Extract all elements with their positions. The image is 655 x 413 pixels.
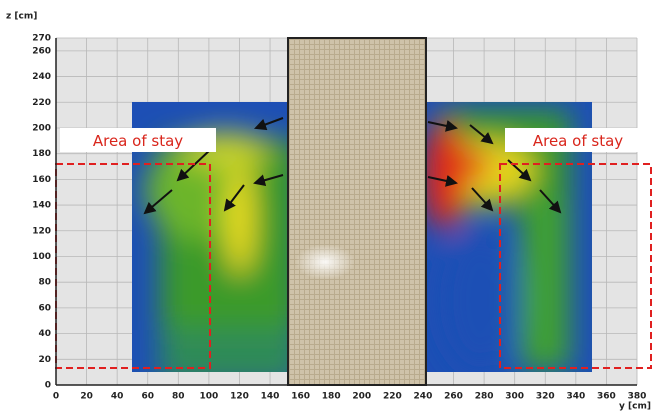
x-axis-label: y [cm] (619, 402, 651, 412)
x-tick-label: 20 (80, 392, 93, 402)
annotation: Area of stay (93, 132, 183, 150)
x-tick-label: 180 (322, 392, 341, 402)
y-tick-label: 180 (32, 149, 51, 159)
y-axis-label: z [cm] (6, 12, 37, 22)
x-tick-label: 160 (291, 392, 310, 402)
x-tick-label: 300 (505, 392, 524, 402)
y-tick-label: 100 (32, 252, 51, 262)
x-tick-label: 340 (566, 392, 585, 402)
y-tick-label: 80 (38, 278, 51, 288)
x-tick-label: 380 (628, 392, 647, 402)
x-tick-label: 120 (230, 392, 249, 402)
y-tick-label: 120 (32, 226, 51, 236)
x-tick-label: 80 (172, 392, 185, 402)
y-tick-label: 160 (32, 175, 51, 185)
x-tick-label: 220 (383, 392, 402, 402)
x-tick-label: 320 (536, 392, 555, 402)
x-tick-label: 0 (53, 392, 59, 402)
y-tick-label: 240 (32, 72, 51, 82)
area-of-stay-left (55, 163, 211, 369)
x-tick-label: 60 (141, 392, 154, 402)
y-tick-label: 140 (32, 201, 51, 211)
panel-glare (295, 244, 355, 280)
y-tick-label: 20 (38, 355, 51, 365)
x-tick-label: 260 (444, 392, 463, 402)
area-of-stay-right (499, 163, 652, 369)
y-tick-label: 260 (32, 46, 51, 56)
y-tick-label: 200 (32, 123, 51, 133)
label-box (60, 128, 216, 152)
x-tick-label: 240 (414, 392, 433, 402)
annotation: Area of stay (533, 132, 623, 150)
x-tick-label: 200 (352, 392, 371, 402)
y-tick-label: 270 (32, 34, 51, 44)
y-tick-label: 40 (38, 329, 51, 339)
x-tick-label: 100 (199, 392, 218, 402)
y-tick-label: 220 (32, 98, 51, 108)
x-tick-label: 360 (597, 392, 616, 402)
x-tick-label: 280 (475, 392, 494, 402)
x-tick-label: 40 (111, 392, 124, 402)
y-tick-label: 60 (38, 303, 51, 313)
x-tick-label: 140 (261, 392, 280, 402)
device-panel (287, 37, 427, 386)
label-box (505, 128, 651, 152)
y-tick-label: 0 (45, 381, 51, 391)
